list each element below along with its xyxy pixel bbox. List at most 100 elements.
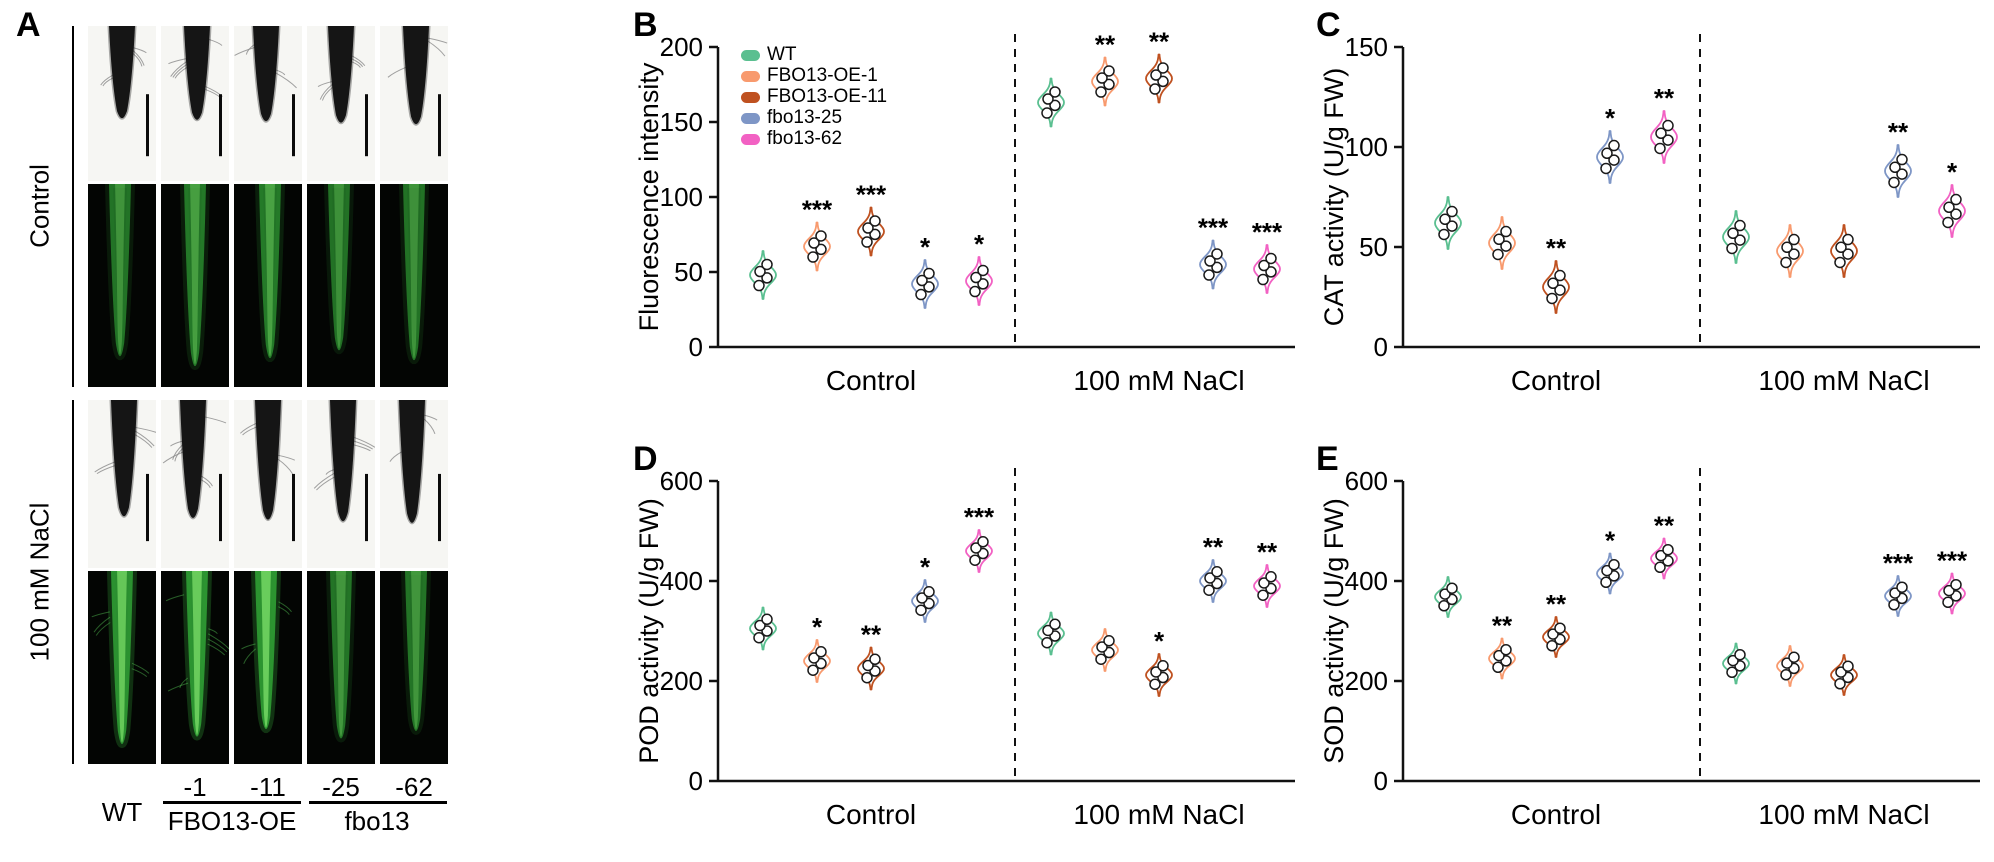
svg-text:***: *** bbox=[856, 180, 887, 210]
group-label-fbo13oe: FBO13-OE bbox=[167, 806, 297, 836]
svg-text:SOD activity (U/g FW): SOD activity (U/g FW) bbox=[1319, 498, 1349, 764]
micrograph-row3--62 bbox=[380, 571, 448, 764]
svg-text:Fluorescence intensity: Fluorescence intensity bbox=[634, 62, 664, 331]
svg-text:Control: Control bbox=[1511, 365, 1601, 396]
condition-label-nacl: 100 mM NaCl bbox=[24, 502, 55, 662]
micrograph-row3-WT bbox=[88, 571, 156, 764]
micrograph-row3--1 bbox=[161, 571, 229, 764]
micrograph-row1--1 bbox=[161, 184, 229, 387]
svg-text:*: * bbox=[1947, 157, 1958, 187]
svg-text:**: ** bbox=[861, 620, 882, 650]
micrograph-row1--62 bbox=[380, 184, 448, 387]
svg-text:**: ** bbox=[1203, 532, 1224, 562]
svg-text:100 mM NaCl: 100 mM NaCl bbox=[1073, 365, 1244, 396]
svg-text:100: 100 bbox=[660, 182, 703, 212]
svg-text:50: 50 bbox=[1359, 232, 1388, 262]
svg-text:Control: Control bbox=[826, 365, 916, 396]
svg-text:*: * bbox=[920, 232, 931, 262]
svg-text:*: * bbox=[1605, 526, 1616, 556]
svg-text:200: 200 bbox=[660, 666, 703, 696]
micrograph-grid bbox=[88, 26, 450, 766]
micrograph-row1--25 bbox=[307, 184, 375, 387]
panel-d-label: D bbox=[633, 440, 658, 478]
group-label-fbo13: fbo13 bbox=[344, 806, 410, 836]
svg-text:***: *** bbox=[1198, 213, 1229, 243]
svg-text:**: ** bbox=[1149, 27, 1170, 57]
svg-text:***: *** bbox=[1937, 546, 1968, 576]
chart-fluorescence-intensity: 0 50 100 150 200 Fluorescence intensity Contro… bbox=[623, 2, 1303, 427]
svg-text:FBO13-OE-1: FBO13-OE-1 bbox=[767, 65, 878, 86]
col-label-wt: WT bbox=[101, 797, 143, 827]
svg-text:*: * bbox=[974, 229, 985, 259]
micrograph-row0--25 bbox=[307, 26, 375, 181]
svg-text:150: 150 bbox=[660, 107, 703, 137]
chart-sod-activity: 0 200 400 600 SOD activity (U/g FW) Control **… bbox=[1308, 436, 1988, 861]
svg-text:**: ** bbox=[1654, 511, 1675, 541]
micrograph-row1-WT bbox=[88, 184, 156, 387]
micrograph-row0--1 bbox=[161, 26, 229, 181]
svg-text:***: *** bbox=[1883, 548, 1914, 578]
svg-text:0: 0 bbox=[689, 766, 703, 796]
svg-text:*: * bbox=[1605, 103, 1616, 133]
condition-label-control: Control bbox=[24, 164, 55, 248]
micrograph-row1--11 bbox=[234, 184, 302, 387]
svg-text:**: ** bbox=[1654, 83, 1675, 113]
micrograph-row2--62 bbox=[380, 400, 448, 568]
svg-text:150: 150 bbox=[1345, 32, 1388, 62]
col-label-oe1: -1 bbox=[183, 772, 207, 802]
svg-text:**: ** bbox=[1257, 537, 1278, 567]
svg-text:**: ** bbox=[1546, 233, 1567, 263]
micrograph-row2--11 bbox=[234, 400, 302, 568]
svg-text:0: 0 bbox=[1374, 766, 1388, 796]
svg-text:0: 0 bbox=[689, 332, 703, 362]
svg-text:0: 0 bbox=[1374, 332, 1388, 362]
svg-text:200: 200 bbox=[660, 32, 703, 62]
svg-text:*: * bbox=[812, 612, 823, 642]
group-underline-fbo13 bbox=[309, 801, 447, 804]
chart-pod-activity: 0 200 400 600 POD activity (U/g FW) Control * *… bbox=[623, 436, 1303, 861]
bracket-line-control bbox=[72, 26, 74, 387]
svg-text:600: 600 bbox=[1345, 466, 1388, 496]
svg-text:100 mM NaCl: 100 mM NaCl bbox=[1758, 799, 1929, 830]
svg-text:50: 50 bbox=[674, 257, 703, 287]
svg-text:***: *** bbox=[1252, 217, 1283, 247]
svg-text:100 mM NaCl: 100 mM NaCl bbox=[1073, 799, 1244, 830]
svg-text:***: *** bbox=[964, 502, 995, 532]
svg-text:FBO13-OE-11: FBO13-OE-11 bbox=[767, 86, 887, 107]
col-label-oe11: -11 bbox=[250, 772, 286, 802]
group-underline-fbo13oe bbox=[163, 801, 301, 804]
chart-cat-activity: 0 50 100 150 CAT activity (U/g FW) Control ** *… bbox=[1308, 2, 1988, 427]
micrograph-row0-WT bbox=[88, 26, 156, 181]
col-label-62: -62 bbox=[395, 772, 433, 802]
micrograph-row0--62 bbox=[380, 26, 448, 181]
svg-text:100: 100 bbox=[1345, 132, 1388, 162]
svg-text:Control: Control bbox=[1511, 799, 1601, 830]
micrograph-row2--25 bbox=[307, 400, 375, 568]
micrograph-row0--11 bbox=[234, 26, 302, 181]
micrograph-row2-WT bbox=[88, 400, 156, 568]
svg-text:fbo13-62: fbo13-62 bbox=[767, 128, 842, 149]
micrograph-row3--11 bbox=[234, 571, 302, 764]
svg-text:WT: WT bbox=[767, 44, 797, 65]
svg-text:*: * bbox=[1154, 626, 1165, 656]
svg-text:**: ** bbox=[1492, 611, 1513, 641]
svg-text:fbo13-25: fbo13-25 bbox=[767, 107, 842, 128]
svg-text:400: 400 bbox=[1345, 566, 1388, 596]
svg-text:600: 600 bbox=[660, 466, 703, 496]
svg-text:*: * bbox=[920, 552, 931, 582]
svg-text:POD activity (U/g FW): POD activity (U/g FW) bbox=[634, 498, 664, 764]
svg-text:**: ** bbox=[1888, 117, 1909, 147]
panel-e-label: E bbox=[1316, 440, 1339, 478]
svg-text:Control: Control bbox=[826, 799, 916, 830]
svg-text:CAT activity (U/g FW): CAT activity (U/g FW) bbox=[1319, 68, 1349, 327]
svg-text:**: ** bbox=[1095, 30, 1116, 60]
panel-b-label: B bbox=[633, 6, 658, 44]
svg-text:100 mM NaCl: 100 mM NaCl bbox=[1758, 365, 1929, 396]
svg-text:**: ** bbox=[1546, 589, 1567, 619]
col-label-25: -25 bbox=[322, 772, 360, 802]
panel-c-label: C bbox=[1316, 6, 1341, 44]
micrograph-row2--1 bbox=[161, 400, 229, 568]
micrograph-row3--25 bbox=[307, 571, 375, 764]
bracket-line-nacl bbox=[72, 400, 74, 764]
